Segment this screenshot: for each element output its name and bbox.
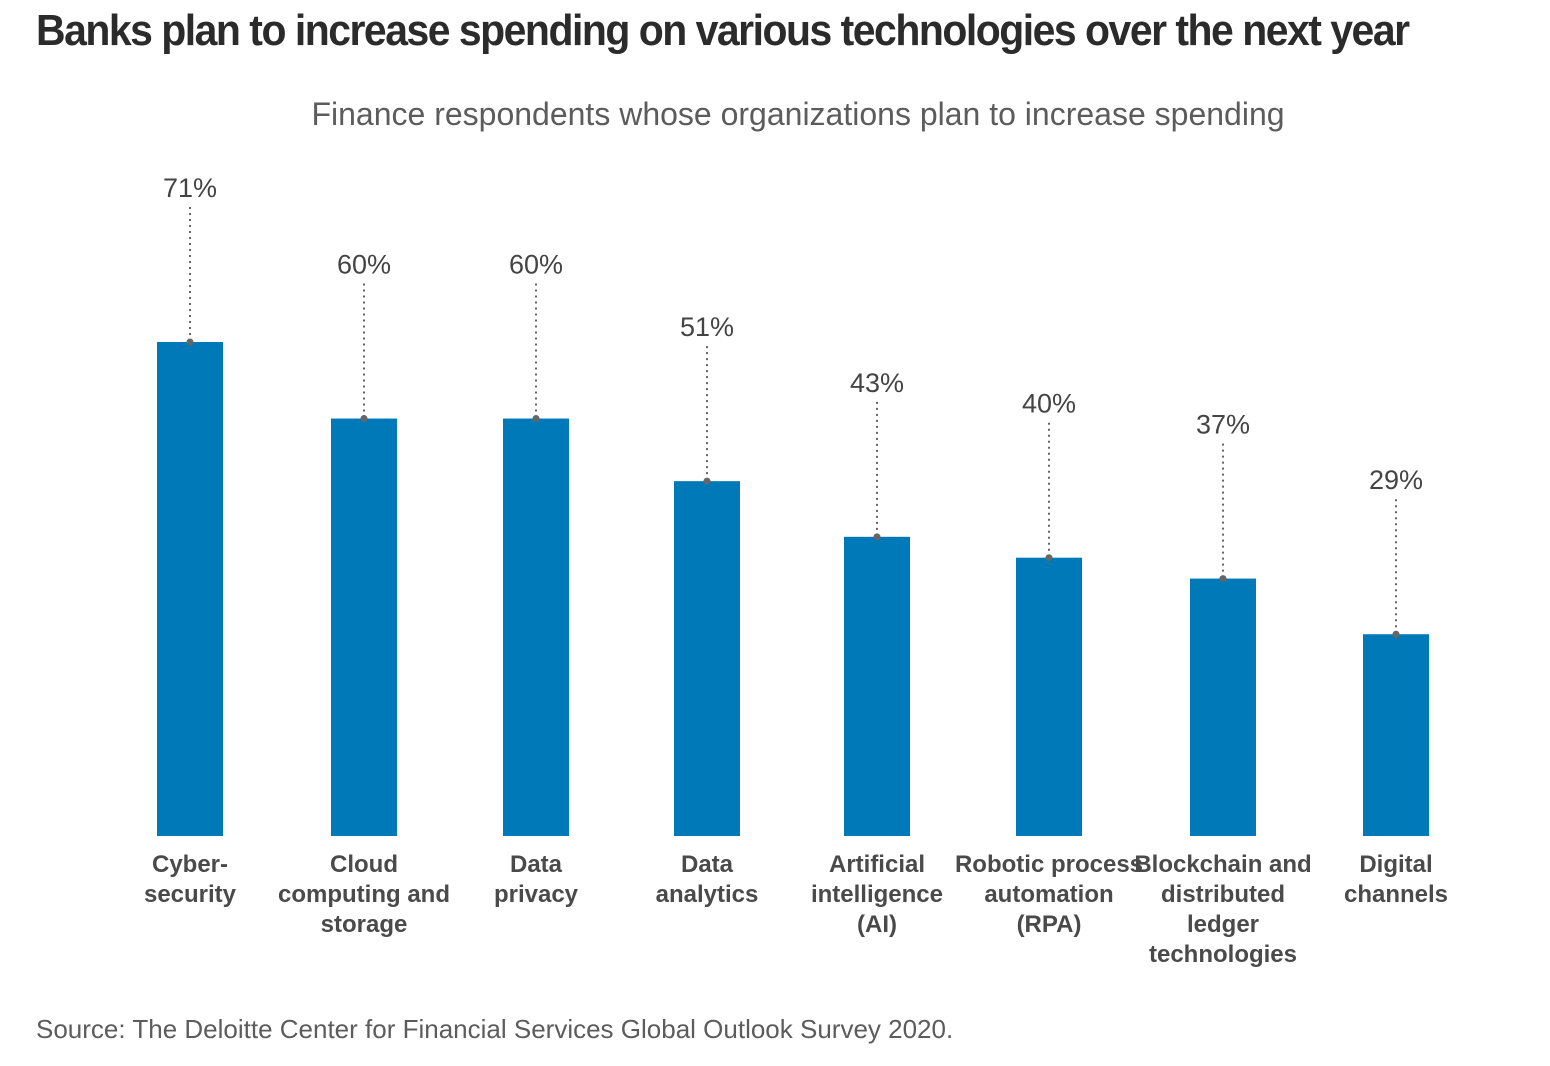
category-label-line: Blockchain and [1134,851,1311,878]
leader-dot [873,533,881,541]
data-label: 71% [163,173,217,203]
data-label: 29% [1369,465,1423,495]
bar [331,418,397,836]
category-label-line: Digital [1359,851,1432,878]
chart-source: Source: The Deloitte Center for Financia… [36,1014,954,1044]
bar [503,418,569,836]
category-label: Blockchain and distributed ledger technolog… [1134,851,1311,968]
chart-subtitle: Finance respondents whose organizations … [311,96,1285,132]
category-label-line: storage [321,911,408,938]
data-label: 43% [850,368,904,398]
category-label-line: channels [1344,881,1448,908]
data-label: 51% [680,312,734,342]
data-label: 40% [1022,389,1076,419]
category-label-line: computing and [278,881,450,908]
category-label: Data privacy [494,851,579,908]
data-label: 37% [1196,410,1250,440]
category-label-line: Cloud [330,851,398,878]
category-label-line: (RPA) [1017,911,1082,938]
category-label-line: Artificial [829,851,925,878]
leader-dot [360,415,368,423]
bar [1190,578,1256,836]
leader-dot [703,477,711,485]
bar [674,481,740,836]
category-label-line: Data [510,851,563,878]
category-label: Digital channels [1344,851,1448,908]
category-label: Cloud computing and storage [278,851,450,938]
category-label-line: intelligence [811,881,943,908]
category-label-line: (AI) [857,911,897,938]
category-label-line: analytics [656,881,759,908]
category-label-line: technologies [1149,941,1297,968]
leader-dot [1219,575,1227,583]
category-label: Data analytics [656,851,759,908]
bar [157,342,223,836]
category-label-line: automation [984,881,1113,908]
category-label-line: ledger [1187,911,1259,938]
category-label: Robotic process automation (RPA) [955,851,1143,938]
leader-dot [532,415,540,423]
leader-dot [1045,554,1053,562]
data-label: 60% [337,250,391,280]
category-label-line: distributed [1161,881,1285,908]
leader-dot [1392,630,1400,638]
leader-dot [186,338,194,346]
category-label: Artificial intelligence (AI) [811,851,943,938]
category-label-line: security [144,881,237,908]
bar [844,536,910,836]
category-label-line: Robotic process [955,851,1143,878]
category-label-line: Cyber- [152,851,228,878]
bar [1016,557,1082,836]
chart-title: Banks plan to increase spending on vario… [36,6,1410,55]
bar [1363,634,1429,836]
category-label-line: Data [681,851,734,878]
category-label: Cyber-security [144,851,237,908]
data-label: 60% [509,250,563,280]
category-label-line: privacy [494,881,579,908]
